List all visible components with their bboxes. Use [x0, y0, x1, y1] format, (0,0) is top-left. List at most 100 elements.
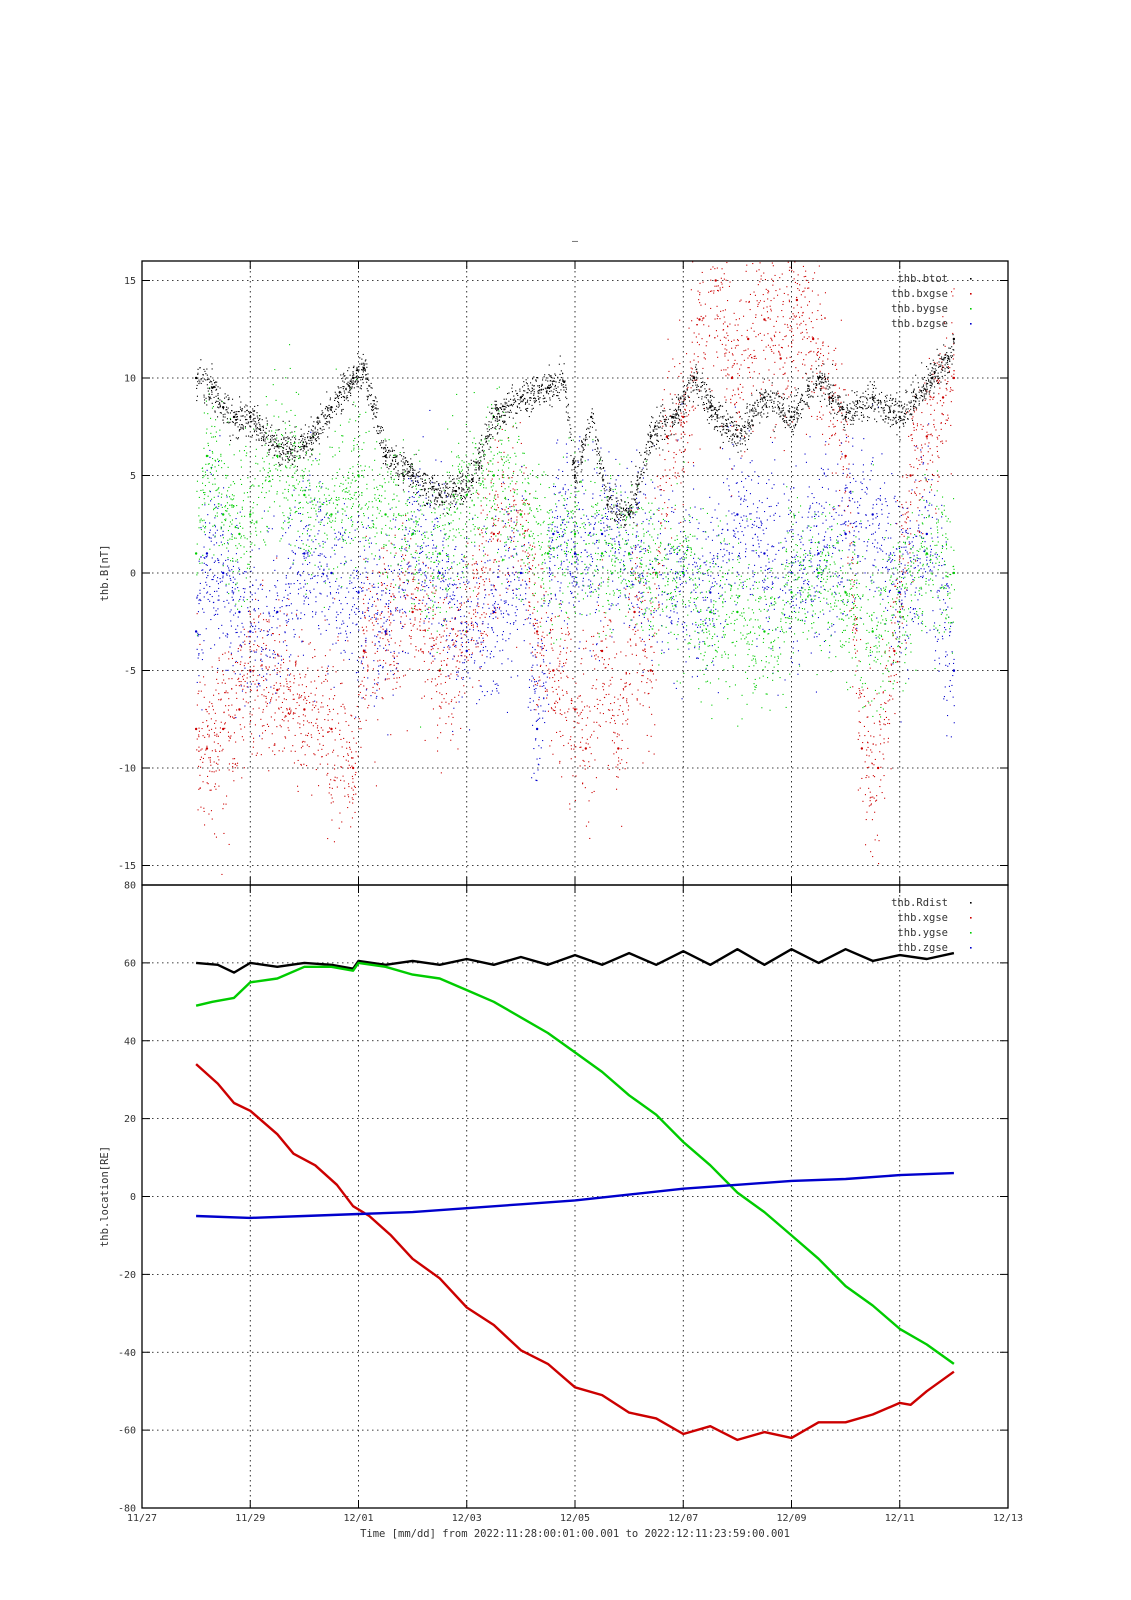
- point-bxgse: [537, 682, 539, 684]
- point-bxgse: [208, 729, 210, 731]
- point-bzgse: [390, 570, 392, 572]
- point-bzgse: [856, 525, 858, 527]
- point-bzgse: [393, 619, 395, 621]
- point-bxgse: [874, 776, 876, 778]
- point-bxgse: [440, 641, 442, 643]
- point-bxgse: [942, 414, 944, 416]
- point-bxgse: [636, 699, 638, 701]
- point-bxgse: [835, 432, 837, 434]
- point-bxgse: [727, 326, 729, 328]
- point-bzgse: [566, 623, 568, 625]
- point-bxgse: [656, 588, 658, 590]
- point-bzgse: [412, 557, 414, 559]
- point-bzgse: [443, 620, 445, 622]
- point-bzgse: [681, 571, 683, 573]
- point-bxgse: [481, 568, 483, 570]
- point-bzgse: [407, 562, 409, 564]
- point-bxgse: [757, 305, 759, 307]
- point-bzgse: [840, 558, 842, 560]
- point-bxgse: [274, 719, 276, 721]
- point-bxgse: [760, 278, 762, 280]
- point-bxgse: [294, 750, 296, 752]
- point-bxgse: [421, 651, 423, 653]
- point-bzgse: [873, 581, 875, 583]
- point-bxgse: [660, 489, 662, 491]
- point-bzgse: [530, 618, 532, 620]
- point-bxgse: [833, 426, 835, 428]
- point-bxgse: [514, 489, 516, 491]
- point-bxgse: [412, 593, 414, 595]
- point-bxgse: [534, 582, 536, 584]
- point-bxgse: [833, 349, 835, 351]
- point-bxgse: [304, 676, 306, 678]
- point-bxgse: [860, 696, 862, 698]
- series-bzgse: [194, 403, 956, 782]
- point-bxgse: [321, 666, 323, 668]
- point-bxgse: [478, 545, 480, 547]
- point-bxgse: [738, 393, 740, 395]
- point-bxgse: [894, 622, 896, 624]
- point-bxgse: [489, 493, 491, 495]
- point-bxgse: [778, 351, 780, 353]
- point-bxgse: [465, 588, 467, 590]
- point-bxgse: [774, 336, 776, 338]
- point-bxgse: [332, 666, 334, 668]
- point-bxgse: [219, 750, 221, 752]
- point-bxgse: [480, 643, 482, 645]
- point-bxgse: [496, 446, 498, 448]
- point-bzgse: [477, 598, 479, 600]
- point-bzgse: [702, 597, 704, 599]
- point-bxgse: [865, 819, 867, 821]
- point-bxgse: [932, 373, 934, 375]
- point-bxgse: [479, 533, 481, 535]
- point-bxgse: [414, 608, 416, 610]
- point-bzgse: [273, 559, 275, 561]
- point-bxgse: [625, 671, 627, 673]
- point-bzgse: [328, 623, 330, 625]
- point-bxgse: [669, 393, 671, 395]
- point-bxgse: [262, 711, 264, 713]
- point-bxgse: [763, 318, 766, 321]
- point-bxgse: [768, 369, 770, 371]
- point-bxgse: [892, 648, 894, 650]
- point-bxgse: [752, 263, 754, 265]
- point-bxgse: [365, 626, 367, 628]
- point-bzgse: [375, 697, 377, 699]
- point-bxgse: [719, 289, 721, 291]
- point-bxgse: [754, 294, 756, 296]
- point-bxgse: [911, 440, 913, 442]
- point-bzgse: [864, 572, 866, 574]
- point-bxgse: [334, 780, 336, 782]
- point-bxgse: [443, 660, 445, 662]
- point-bzgse: [576, 583, 578, 585]
- point-bxgse: [480, 512, 482, 514]
- point-bxgse: [659, 454, 661, 456]
- point-bxgse: [747, 348, 749, 350]
- point-bxgse: [265, 697, 267, 699]
- point-bzgse: [496, 690, 498, 692]
- point-bxgse: [868, 787, 870, 789]
- point-bzgse: [422, 563, 424, 565]
- point-bzgse: [654, 558, 656, 560]
- point-bxgse: [727, 300, 729, 302]
- point-bzgse: [661, 594, 663, 596]
- point-bxgse: [628, 598, 630, 600]
- point-bzgse: [431, 646, 433, 648]
- point-bxgse: [926, 438, 928, 440]
- point-bxgse: [732, 354, 734, 356]
- point-bxgse: [411, 572, 413, 574]
- point-bxgse: [603, 659, 605, 661]
- point-bzgse: [447, 675, 449, 677]
- point-bzgse: [707, 536, 709, 538]
- point-bzgse: [925, 532, 929, 536]
- point-bzgse: [700, 619, 702, 621]
- point-bxgse: [933, 424, 935, 426]
- point-bzgse: [877, 406, 879, 408]
- point-bzgse: [535, 727, 539, 731]
- point-bxgse: [507, 513, 509, 515]
- point-bxgse: [258, 684, 260, 686]
- point-bzgse: [777, 597, 779, 599]
- point-bxgse: [459, 649, 461, 651]
- point-bxgse: [741, 335, 743, 337]
- point-bzgse: [388, 644, 390, 646]
